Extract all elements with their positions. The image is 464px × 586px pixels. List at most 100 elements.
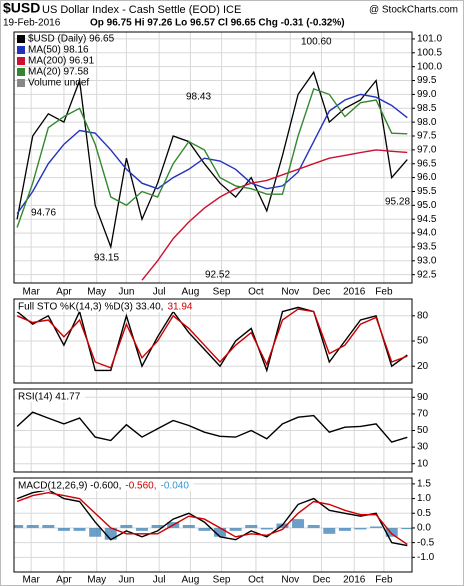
histogram-bar — [151, 525, 164, 528]
legend-label: MA(50) 98.16 — [28, 45, 89, 56]
y-tick-label: 94.0 — [417, 228, 437, 239]
legend-label: $USD (Daily) 96.65 — [28, 34, 115, 45]
annotation: 93.15 — [94, 253, 119, 264]
x-tick-label: Feb — [375, 575, 393, 586]
series-line — [141, 149, 408, 281]
y-tick-label: 99.0 — [417, 89, 437, 100]
panel-frame — [13, 388, 413, 473]
histogram-bar — [182, 525, 195, 528]
x-tick-label: 2016 — [343, 287, 366, 298]
y-tick-label: 70 — [417, 409, 429, 420]
plot-area — [14, 306, 412, 373]
annotation: 98.43 — [186, 92, 211, 103]
legend-background — [15, 300, 198, 312]
y-tick-label: 1.0 — [417, 493, 431, 504]
y-tick-label: 97.5 — [417, 131, 437, 142]
histogram-bar — [292, 519, 305, 528]
x-tick-label: Oct — [248, 287, 264, 298]
series-line — [16, 491, 408, 545]
legend-label: MA(200) 96.91 — [28, 56, 95, 67]
series-line — [16, 88, 408, 228]
date: 19-Feb-2016 — [3, 18, 61, 29]
panel-frame — [13, 298, 413, 384]
annotation: 92.52 — [205, 270, 230, 281]
panel-frame — [13, 477, 413, 573]
x-tick-label: Oct — [248, 575, 264, 586]
histogram-bar — [198, 527, 211, 531]
y-tick-label: 92.5 — [417, 269, 437, 280]
legend-label: Full STO %K(14,3) %D(3) 33.40, — [18, 302, 163, 313]
x-tick-label: Jul — [153, 287, 166, 298]
legend-label: MACD(12,26,9) -0.600, — [18, 481, 121, 492]
y-tick-label: 94.5 — [417, 214, 437, 225]
series-line — [16, 308, 408, 369]
histogram-bar — [89, 527, 102, 537]
x-tick-label: Dec — [313, 575, 331, 586]
y-tick-label: -1.0 — [417, 552, 435, 563]
y-tick-label: 96.0 — [417, 172, 437, 183]
y-tick-label: 101.0 — [417, 34, 442, 45]
y-tick-label: 0.0 — [417, 523, 431, 534]
legend-label: MA(20) 97.58 — [28, 67, 89, 78]
x-tick-label: Aug — [181, 575, 199, 586]
y-tick-label: 98.5 — [417, 103, 437, 114]
legend-background — [15, 479, 194, 491]
histogram-bar — [42, 525, 55, 528]
x-tick-label: May — [87, 575, 106, 586]
y-tick-label: 100.5 — [417, 47, 442, 58]
histogram-bar — [245, 525, 258, 528]
histogram-bar — [323, 527, 336, 534]
x-tick-label: Jun — [118, 287, 134, 298]
x-tick-label: Apr — [56, 575, 72, 586]
histogram-bar — [214, 527, 227, 537]
histogram-bar — [73, 527, 86, 531]
y-tick-label: 90 — [417, 392, 429, 403]
y-tick-label: 93.5 — [417, 242, 437, 253]
series-line — [16, 93, 408, 215]
series-line — [16, 70, 408, 250]
histogram-bar — [57, 527, 70, 531]
histogram-bar — [229, 527, 242, 531]
y-tick-label: 95.0 — [417, 200, 437, 211]
x-tick-label: Feb — [375, 287, 393, 298]
x-tick-label: Jul — [153, 575, 166, 586]
x-tick-label: Sep — [213, 287, 231, 298]
y-tick-label: 97.0 — [417, 145, 437, 156]
y-tick-label: 50 — [417, 336, 429, 347]
plot-area — [14, 478, 412, 572]
y-tick-label: 98.0 — [417, 117, 437, 128]
legend-swatch — [17, 79, 25, 87]
source: @ StockCharts.com — [369, 5, 458, 16]
x-tick-label: Mar — [23, 575, 41, 586]
histogram-bar — [14, 525, 24, 528]
y-tick-label: -0.5 — [417, 537, 435, 548]
histogram-bar — [401, 527, 412, 530]
x-tick-label: Jun — [118, 575, 134, 586]
plot-area — [14, 396, 412, 465]
plot-area — [14, 32, 412, 283]
x-tick-label: 2016 — [343, 575, 366, 586]
y-tick-label: 20 — [417, 361, 429, 372]
y-tick-label: 0.5 — [417, 508, 431, 519]
histogram-bar — [338, 527, 351, 531]
y-tick-label: 1.5 — [417, 479, 431, 490]
histogram-bar — [307, 525, 320, 528]
histogram-bar — [385, 527, 398, 537]
legend-label: -0.560, — [125, 481, 156, 492]
legend-swatch — [17, 57, 25, 65]
histogram-bar — [26, 525, 39, 528]
legend-background — [15, 390, 86, 402]
histogram-bar — [370, 526, 383, 528]
legend-swatch — [17, 46, 25, 54]
legend-swatch — [17, 35, 25, 43]
symbol: $USD — [3, 0, 40, 16]
legend-label: RSI(14) 41.77 — [18, 392, 81, 403]
y-tick-label: 80 — [417, 310, 429, 321]
legend-swatch — [17, 68, 25, 76]
y-tick-label: 96.5 — [417, 158, 437, 169]
annotation: 100.60 — [301, 37, 332, 48]
panel-frame — [13, 31, 413, 284]
x-tick-label: Apr — [56, 287, 72, 298]
histogram-bar — [354, 527, 367, 530]
